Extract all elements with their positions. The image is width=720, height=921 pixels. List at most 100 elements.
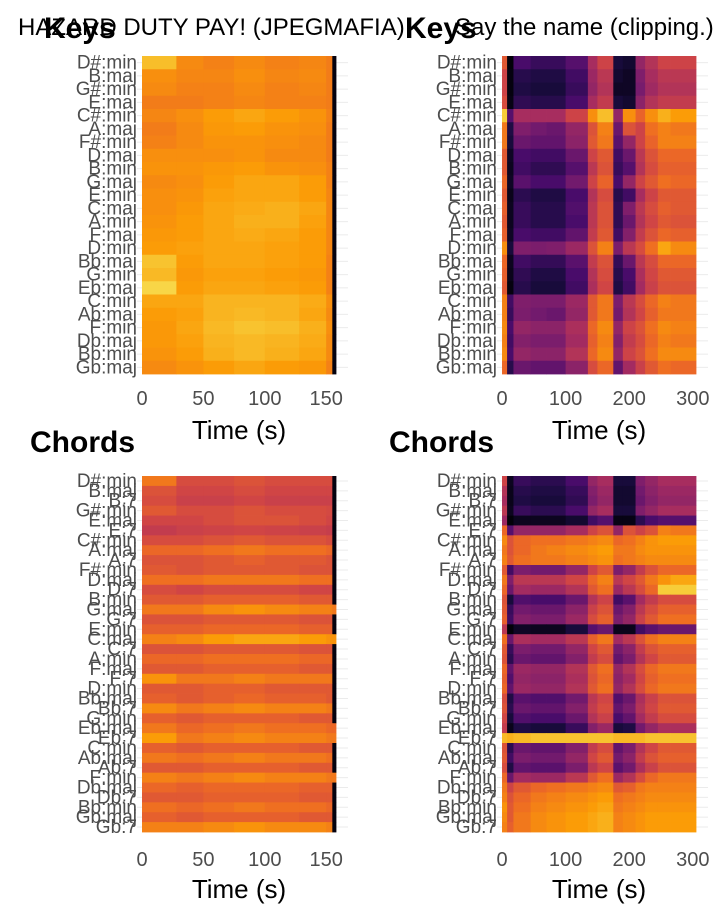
- heatmap-cell: [597, 495, 614, 507]
- heatmap-cell: [597, 614, 614, 625]
- heatmap-cell: [645, 762, 659, 774]
- heatmap-cell: [326, 505, 333, 516]
- heatmap-cell: [613, 822, 624, 833]
- heatmap-cell: [326, 82, 333, 97]
- heatmap-cell: [299, 82, 327, 97]
- heatmap-cell: [597, 654, 614, 665]
- heatmap-cell: [513, 109, 532, 123]
- y-tick-label: D:maj: [87, 570, 137, 591]
- heatmap-cell: [176, 69, 204, 83]
- y-tick-label: Eb:maj: [78, 278, 137, 299]
- heatmap-cell: [264, 476, 300, 487]
- heatmap-cell: [622, 555, 636, 566]
- heatmap-cell: [203, 307, 235, 322]
- heatmap-cell: [203, 614, 235, 625]
- heatmap-cell: [203, 654, 235, 665]
- heatmap-cell: [587, 281, 598, 295]
- heatmap-cell: [203, 584, 235, 596]
- heatmap-cell: [234, 109, 266, 123]
- heatmap-cell: [645, 565, 659, 576]
- y-tick-label: Ab:7: [98, 758, 137, 779]
- heatmap-cell: [546, 743, 566, 754]
- heatmap-cell: [622, 228, 636, 242]
- heatmap-cell: [513, 201, 532, 216]
- y-tick-label: Eb:maj: [438, 278, 497, 299]
- heatmap-cell: [299, 713, 327, 724]
- heatmap-cell: [513, 584, 532, 596]
- heatmap-cell: [326, 555, 333, 566]
- heatmap-cell: [587, 307, 598, 322]
- heatmap-cell: [657, 584, 671, 596]
- heatmap-cell: [234, 347, 266, 362]
- heatmap-cell: [507, 294, 514, 309]
- heatmap-cell: [507, 545, 514, 556]
- heatmap-cell: [597, 555, 614, 566]
- heatmap-cell: [622, 604, 636, 615]
- heatmap-cell: [622, 505, 636, 516]
- heatmap-cell: [326, 604, 333, 615]
- heatmap-cell: [176, 109, 204, 123]
- heatmap-cell: [299, 321, 327, 335]
- heatmap-cell: [670, 762, 697, 774]
- heatmap-cell: [645, 752, 659, 764]
- heatmap-cell: [332, 663, 337, 675]
- heatmap-cell: [264, 624, 300, 635]
- heatmap-cell: [502, 673, 508, 685]
- heatmap-cell: [203, 663, 235, 675]
- heatmap-cell: [176, 254, 204, 269]
- heatmap-cell: [299, 584, 327, 596]
- heatmap-cell: [142, 485, 177, 497]
- heatmap-cell: [587, 495, 598, 507]
- heatmap-cell: [587, 95, 598, 110]
- heatmap-cell: [299, 485, 327, 497]
- y-tick-label: D:maj: [447, 570, 497, 591]
- heatmap-cell: [332, 713, 337, 724]
- heatmap-cell: [513, 594, 532, 605]
- heatmap-cell: [565, 683, 589, 694]
- heatmap-cell: [203, 485, 235, 497]
- heatmap-cell: [645, 162, 659, 176]
- heatmap-cell: [513, 733, 532, 744]
- heatmap-cell: [507, 772, 514, 783]
- heatmap-cell: [587, 228, 598, 242]
- y-tick-label: B:min: [88, 590, 137, 611]
- heatmap-cell: [622, 525, 636, 536]
- heatmap-cell: [565, 495, 589, 507]
- heatmap-cell: [203, 574, 235, 586]
- heatmap-cell: [670, 565, 697, 576]
- heatmap-cell: [502, 294, 508, 309]
- heatmap-cell: [264, 812, 300, 823]
- heatmap-cell: [645, 241, 659, 256]
- heatmap-cell: [597, 574, 614, 586]
- heatmap-cell: [234, 703, 266, 714]
- heatmap-cell: [234, 545, 266, 556]
- heatmap-cell: [613, 294, 624, 309]
- heatmap-cell: [613, 673, 624, 685]
- heatmap-cell: [332, 175, 337, 189]
- heatmap-cell: [264, 294, 300, 309]
- heatmap-cell: [587, 545, 598, 556]
- heatmap-cell: [670, 713, 697, 724]
- heatmap-cell: [203, 188, 235, 203]
- heatmap-cell: [546, 188, 566, 203]
- heatmap-cell: [622, 574, 636, 586]
- heatmap-cell: [645, 624, 659, 635]
- heatmap-cell: [622, 594, 636, 605]
- heatmap-cell: [142, 69, 177, 83]
- heatmap-cell: [587, 188, 598, 203]
- heatmap-cell: [326, 584, 333, 596]
- heatmap-cell: [507, 634, 514, 645]
- heatmap-cell: [645, 713, 659, 724]
- heatmap-cell: [622, 644, 636, 655]
- heatmap-cell: [507, 485, 514, 497]
- heatmap-cell: [670, 792, 697, 803]
- heatmap-cell: [513, 241, 532, 256]
- y-tick-label: E:maj: [88, 92, 137, 113]
- heatmap-cell: [299, 360, 327, 375]
- heatmap-cell: [670, 703, 697, 714]
- heatmap-cell: [546, 762, 566, 774]
- heatmap-cell: [176, 772, 204, 783]
- heatmap-cell: [142, 82, 177, 97]
- x-tick-label: 50: [192, 388, 214, 410]
- heatmap-cell: [142, 782, 177, 793]
